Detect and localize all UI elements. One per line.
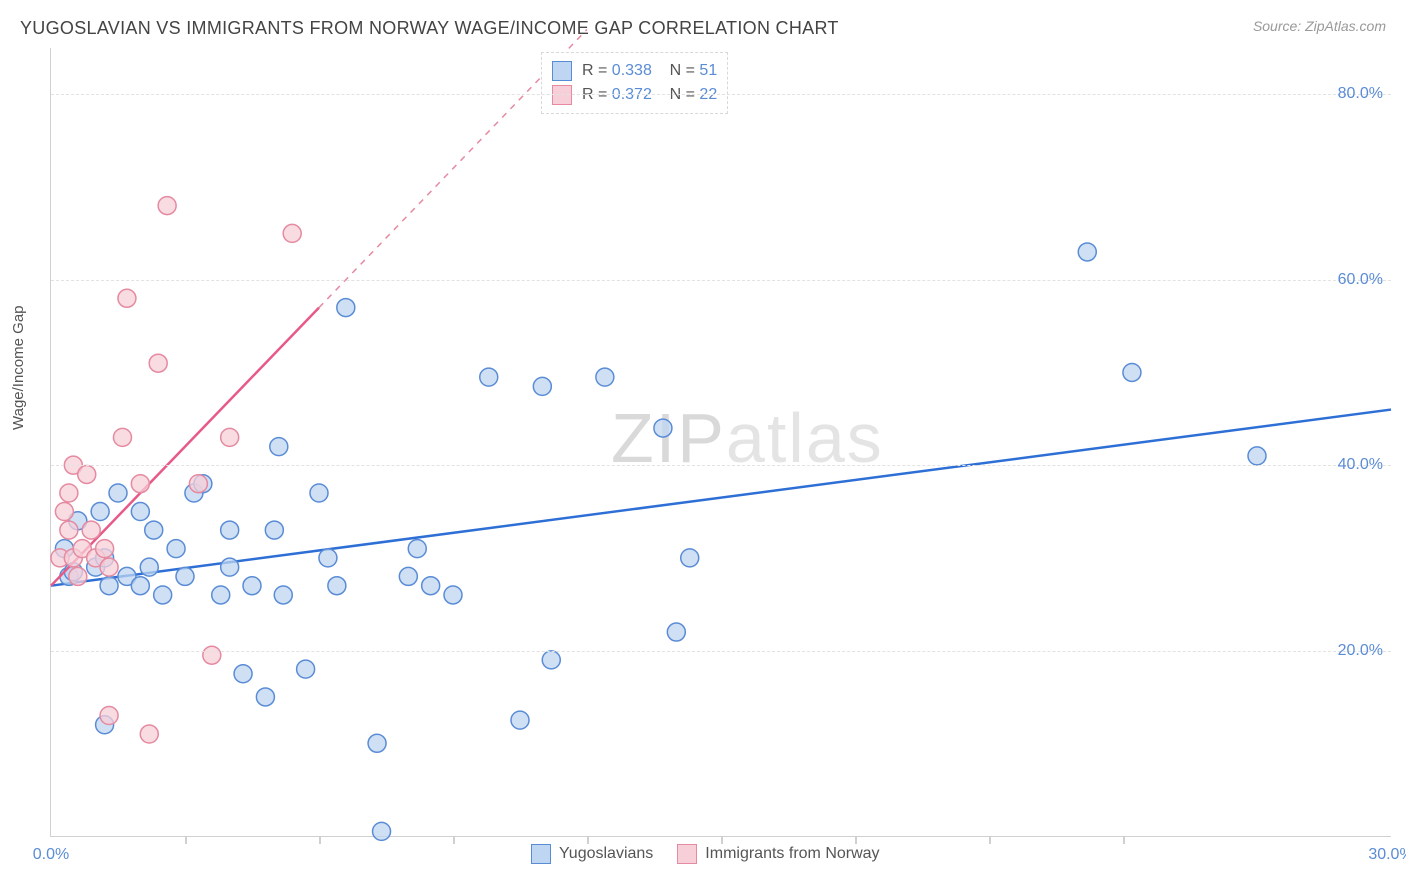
data-point [55, 503, 73, 521]
data-point [203, 646, 221, 664]
data-point [511, 711, 529, 729]
data-point [422, 577, 440, 595]
data-point [596, 368, 614, 386]
chart-plot-area: ZIPatlas R = 0.338 N = 51 R = 0.372 N = … [50, 48, 1391, 837]
data-point [60, 484, 78, 502]
data-point [131, 577, 149, 595]
data-point [444, 586, 462, 604]
stats-legend: R = 0.338 N = 51 R = 0.372 N = 22 [541, 52, 728, 114]
data-point [145, 521, 163, 539]
data-point [283, 224, 301, 242]
data-point [368, 734, 386, 752]
data-point [1078, 243, 1096, 261]
data-point [274, 586, 292, 604]
x-tick-mark [453, 836, 455, 844]
data-point [140, 725, 158, 743]
y-tick-label: 60.0% [1338, 271, 1383, 289]
legend-label: Immigrants from Norway [705, 845, 879, 863]
data-point [654, 419, 672, 437]
data-point [100, 577, 118, 595]
data-point [1123, 363, 1141, 381]
data-point [221, 428, 239, 446]
x-tick-mark [319, 836, 321, 844]
data-point [310, 484, 328, 502]
x-tick-mark [185, 836, 187, 844]
data-point [82, 521, 100, 539]
data-point [681, 549, 699, 567]
data-point [256, 688, 274, 706]
data-point [373, 822, 391, 840]
data-point [1248, 447, 1266, 465]
data-point [542, 651, 560, 669]
data-point [113, 428, 131, 446]
y-tick-label: 40.0% [1338, 456, 1383, 474]
data-point [265, 521, 283, 539]
r-value: 0.338 [612, 62, 652, 79]
stats-text: R = 0.338 N = 51 [582, 62, 717, 80]
series-legend: Yugoslavians Immigrants from Norway [531, 844, 880, 864]
gridline [51, 651, 1391, 652]
data-point [221, 521, 239, 539]
data-point [96, 540, 114, 558]
data-point [91, 503, 109, 521]
data-point [533, 377, 551, 395]
data-point [176, 567, 194, 585]
gridline [51, 94, 1391, 95]
data-point [212, 586, 230, 604]
data-point [667, 623, 685, 641]
regression-line [51, 410, 1391, 586]
data-point [109, 484, 127, 502]
legend-item-norway: Immigrants from Norway [677, 844, 879, 864]
r-label: R = [582, 62, 607, 79]
n-label: N = [670, 62, 695, 79]
data-point [234, 665, 252, 683]
n-value: 51 [699, 62, 717, 79]
data-point [100, 558, 118, 576]
data-point [149, 354, 167, 372]
data-point [408, 540, 426, 558]
data-point [319, 549, 337, 567]
data-point [399, 567, 417, 585]
data-point [167, 540, 185, 558]
legend-label: Yugoslavians [559, 845, 653, 863]
legend-item-yugoslavians: Yugoslavians [531, 844, 653, 864]
swatch-icon [531, 844, 551, 864]
data-point [131, 475, 149, 493]
swatch-yugoslavians [552, 61, 572, 81]
swatch-icon [677, 844, 697, 864]
data-point [221, 558, 239, 576]
scatter-svg [51, 48, 1391, 836]
data-point [480, 368, 498, 386]
data-point [154, 586, 172, 604]
y-tick-label: 80.0% [1338, 85, 1383, 103]
data-point [60, 521, 78, 539]
stats-row-yugoslavians: R = 0.338 N = 51 [552, 59, 717, 83]
x-tick-mark [721, 836, 723, 844]
chart-title: YUGOSLAVIAN VS IMMIGRANTS FROM NORWAY WA… [20, 18, 839, 39]
data-point [78, 465, 96, 483]
x-tick-mark [587, 836, 589, 844]
source-attribution: Source: ZipAtlas.com [1253, 18, 1386, 34]
data-point [69, 567, 87, 585]
data-point [297, 660, 315, 678]
data-point [189, 475, 207, 493]
gridline [51, 280, 1391, 281]
data-point [337, 299, 355, 317]
x-tick-mark [989, 836, 991, 844]
data-point [328, 577, 346, 595]
x-tick-mark [1123, 836, 1125, 844]
gridline [51, 465, 1391, 466]
data-point [270, 438, 288, 456]
data-point [243, 577, 261, 595]
y-axis-label: Wage/Income Gap [10, 305, 27, 430]
data-point [140, 558, 158, 576]
x-tick-label: 30.0% [1368, 846, 1406, 864]
data-point [158, 197, 176, 215]
data-point [118, 289, 136, 307]
data-point [131, 503, 149, 521]
data-point [100, 706, 118, 724]
y-tick-label: 20.0% [1338, 642, 1383, 660]
x-tick-mark [855, 836, 857, 844]
x-tick-label: 0.0% [33, 846, 69, 864]
